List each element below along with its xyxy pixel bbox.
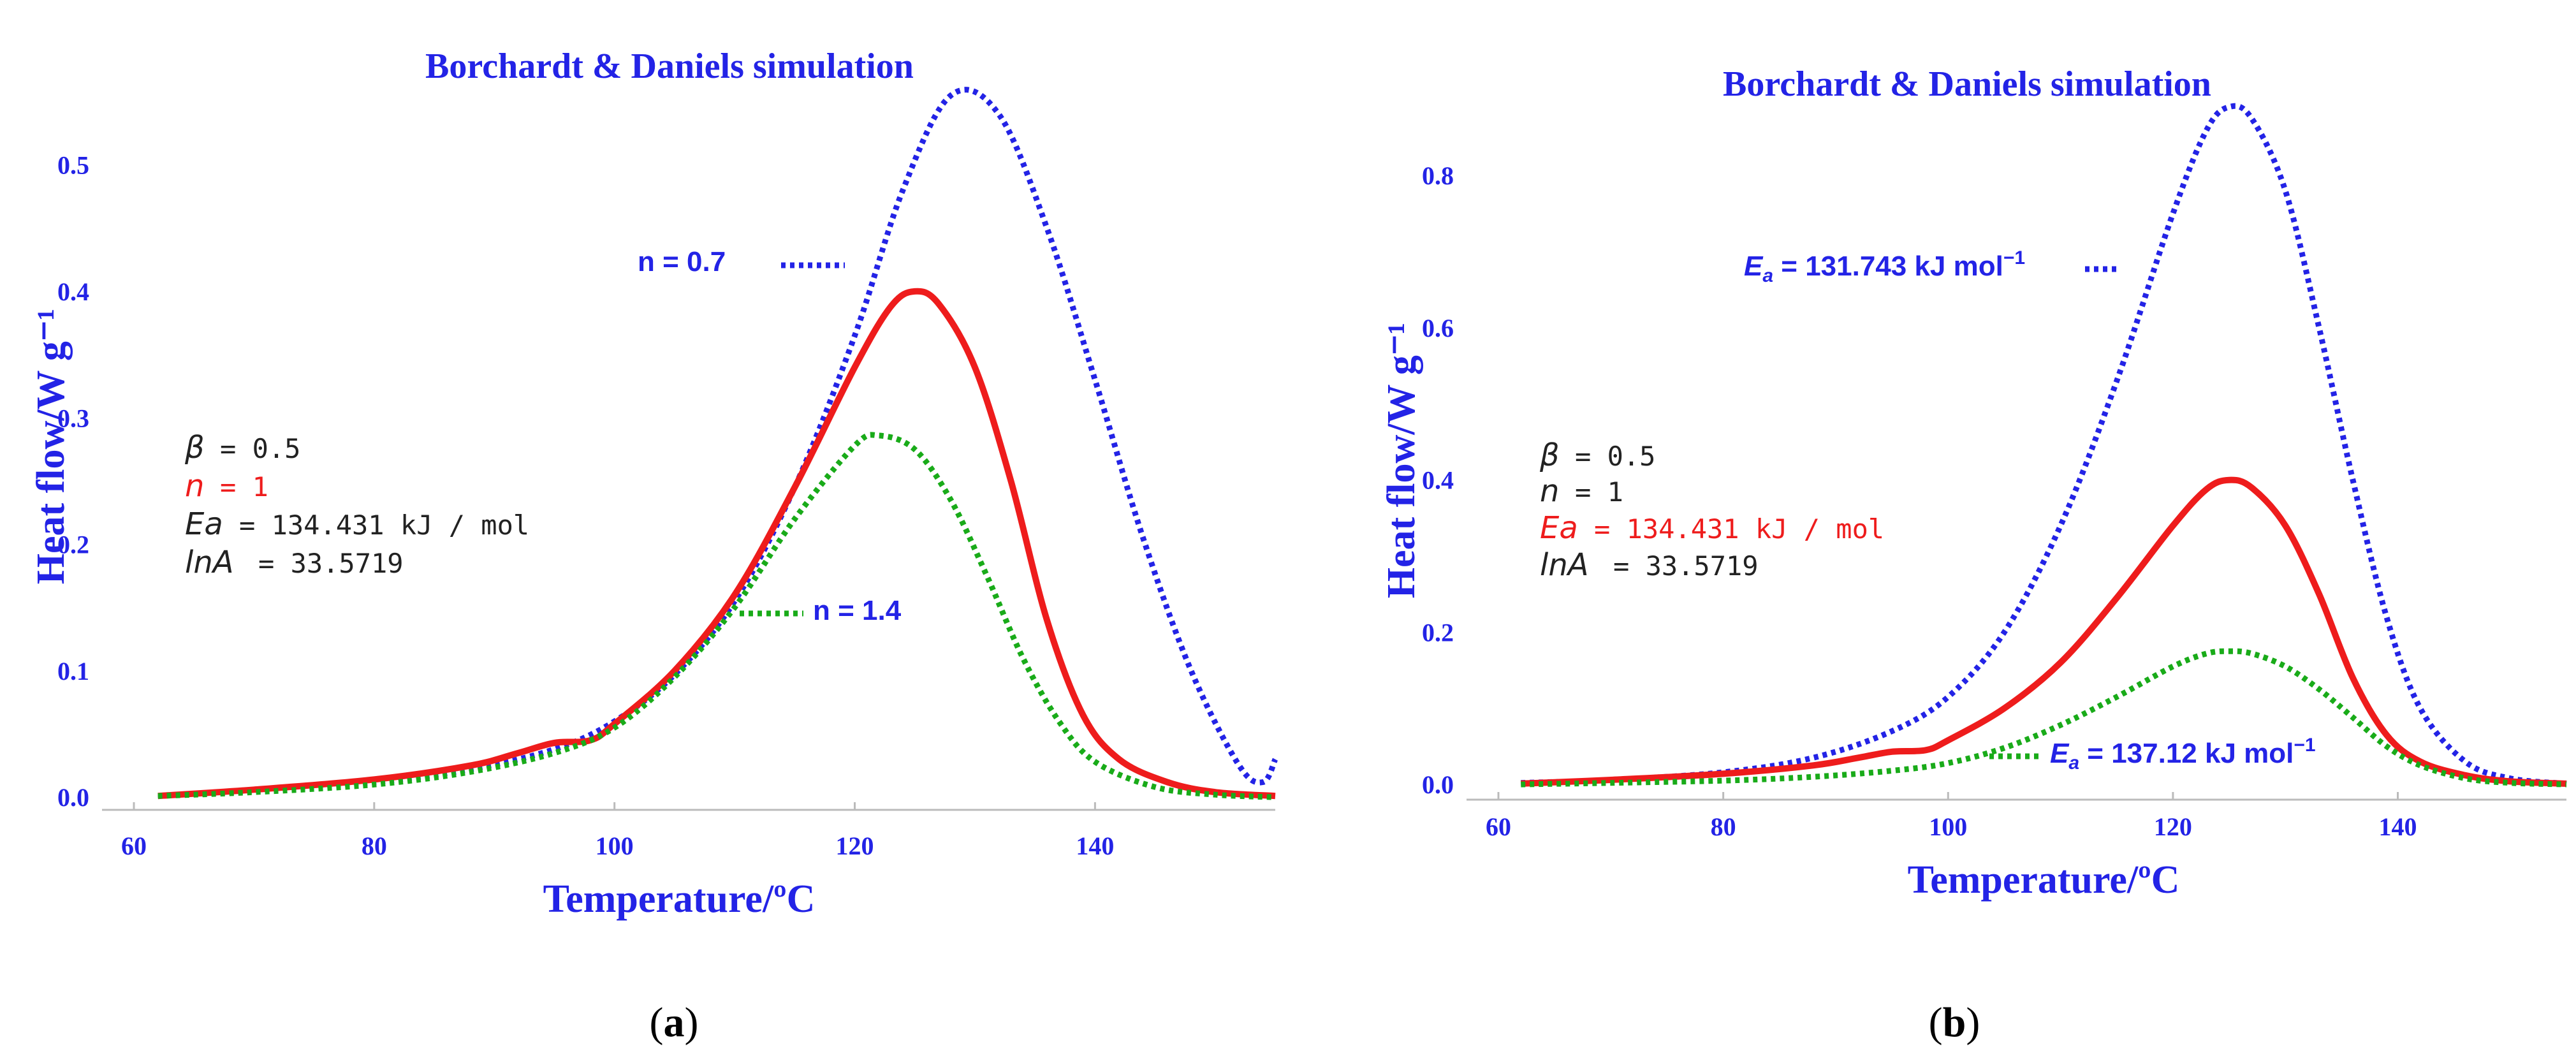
param-n-value: = 1 [220,471,268,502]
param-lna: lnA = 33.5719 [1540,547,1759,583]
panel-a-xticks: 60 80 100 120 140 [121,802,1114,860]
panel-b-x-axis-title: Temperature/ºC [1908,858,2180,902]
annotation-ea-137: Ea = 137.12 kJ mol−1 [1989,735,2316,774]
annotation-ea-137-text: = 137.12 kJ mol [2079,738,2294,769]
param-beta-symbol: β [184,430,205,466]
panel-a-params: β = 0.5 n = 1 Ea = 134.431 kJ / mol lnA … [184,430,529,580]
panel-a-x-axis-title: Temperature/ºC [543,877,816,921]
panel-a-ytick-label: 0.5 [57,151,89,180]
annotation-ea-131-sub: a [1762,265,1773,286]
panel-b-ytick-label: 0.4 [1422,466,1454,495]
param-ea-symbol: Ea [1540,510,1578,546]
panel-a-ytick-label: 0.2 [57,531,89,559]
series-ea-131-743 [1521,103,2567,787]
param-n-symbol: n [185,468,204,504]
series-n-1-4 [157,432,1276,800]
series-ea-134-431 [1521,476,2567,787]
param-ea-value: = 134.431 kJ / mol [1594,513,1884,545]
panel-b-ytick-label: 0.0 [1422,770,1454,799]
panel-a-xtick-label: 60 [121,832,147,860]
panel-a-ytick-label: 0.1 [57,657,89,686]
annotation-n-0-7-label: n = 0.7 [638,246,726,277]
panel-a-xtick-label: 80 [362,832,387,860]
panel-a-ytick-label: 0.3 [57,404,89,432]
panel-a-ytick-label: 0.4 [57,277,89,306]
annotation-n-0-7: n = 0.7 [638,246,845,277]
panel-b-xtick-label: 140 [2379,812,2417,841]
annotation-ea-131-sym: E [1744,251,1764,282]
param-ea: Ea = 134.431 kJ / mol [1540,510,1884,546]
param-beta: β = 0.5 [1539,437,1655,473]
param-beta-value: = 0.5 [1575,441,1655,472]
param-ea-symbol: Ea [185,506,223,542]
panel-b-series [1521,103,2567,788]
panel-a: Borchardt & Daniels simulation 60 80 100 12… [29,47,1278,921]
panel-b-ytick-label: 0.2 [1422,618,1454,647]
annotation-ea-137-sym: E [2050,738,2070,769]
param-beta: β = 0.5 [184,430,300,466]
param-lna-symbol: lnA [185,545,234,580]
panel-b-params: β = 0.5 n = 1 Ea = 134.431 kJ / mol lnA … [1539,437,1884,583]
param-ea-value: = 134.431 kJ / mol [239,510,529,541]
panel-b-ytick-label: 0.8 [1422,161,1454,190]
panel-a-xtick-label: 120 [836,832,874,860]
param-n: n = 1 [185,468,268,504]
series-ea-137-12 [1521,648,2567,788]
panel-b-xtick-label: 60 [1486,812,1511,841]
param-n: n = 1 [1540,473,1623,509]
panel-b-y-axis-title: Heat flow/W g⁻¹ [1380,323,1423,598]
panel-a-y-axis-title: Heat flow/W g⁻¹ [29,309,73,584]
panel-a-yticks: 0.0 0.1 0.2 0.3 0.4 0.5 [57,151,89,812]
param-beta-symbol: β [1539,437,1560,473]
param-ea: Ea = 134.431 kJ / mol [185,506,529,542]
annotation-ea-137-label: Ea = 137.12 kJ mol−1 [2050,735,2316,774]
annotation-ea-131-label: Ea = 131.743 kJ mol−1 [1744,247,2025,286]
panel-a-title: Borchardt & Daniels simulation [425,47,914,86]
annotation-ea-131-sup: −1 [2003,247,2025,268]
annotation-ea-131-text: = 131.743 kJ mol [1773,251,2003,282]
panel-a-xtick-label: 140 [1076,832,1114,860]
param-n-value: = 1 [1575,476,1623,508]
panel-b-title: Borchardt & Daniels simulation [1723,64,2211,104]
panel-b-ytick-label: 0.6 [1422,314,1454,342]
annotation-ea-131: Ea = 131.743 kJ mol−1 [1744,247,2120,286]
panel-b-letter: b [1943,999,1966,1046]
panel-b-xtick-label: 100 [1929,812,1967,841]
annotation-n-1-4: n = 1.4 [740,595,902,626]
param-lna-value: = 33.5719 [1613,550,1759,582]
param-lna-value: = 33.5719 [258,548,404,579]
series-n-1 [157,288,1276,800]
annotation-ea-137-sup: −1 [2294,735,2315,756]
param-lna-symbol: lnA [1540,547,1589,583]
panel-b-xtick-label: 80 [1711,812,1736,841]
panel-a-xtick-label: 100 [596,832,634,860]
param-n-symbol: n [1540,473,1559,509]
annotation-ea-137-sub: a [2068,752,2079,774]
panel-a-label: (a) [650,999,699,1046]
panel-b: Borchardt & Daniels simulation 60 80 100 12… [1380,64,2567,902]
panel-b-xtick-label: 120 [2154,812,2192,841]
series-n-0-7 [157,87,1278,799]
param-beta-value: = 0.5 [220,433,300,464]
panel-b-xticks: 60 80 100 120 140 [1486,792,2417,841]
panel-b-label: (b) [1929,999,1980,1046]
panel-a-ytick-label: 0.0 [57,783,89,812]
panel-a-letter: a [664,999,685,1046]
annotation-n-1-4-label: n = 1.4 [813,595,902,626]
panel-a-series [157,87,1278,800]
param-lna: lnA = 33.5719 [185,545,404,580]
panel-b-plot: 60 80 100 120 140 0.0 0.2 0.4 0.6 0.8 [1422,103,2567,841]
panel-b-yticks: 0.0 0.2 0.4 0.6 0.8 [1422,161,1454,799]
panel-a-plot: 60 80 100 120 140 0.0 0.1 0.2 0.3 0.4 0.5 [57,87,1278,860]
